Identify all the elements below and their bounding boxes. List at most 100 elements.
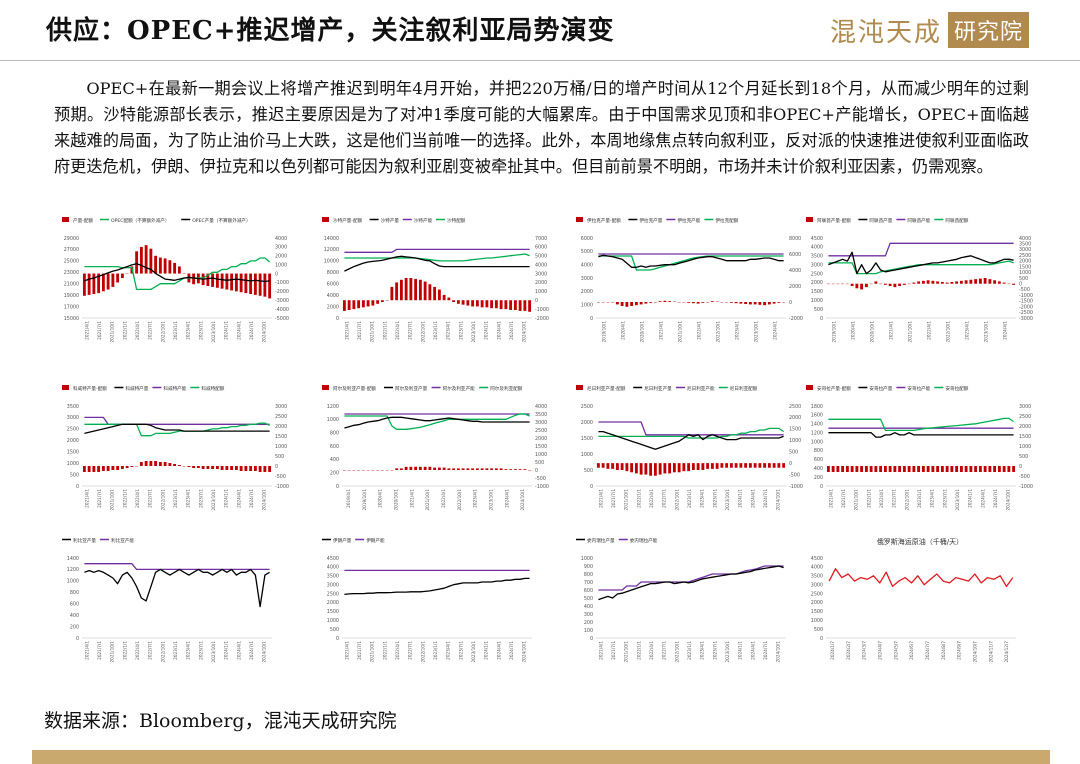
y2-tick-label: 2000 — [275, 254, 287, 260]
x-tick-label: 2023/4/1 — [473, 489, 478, 508]
y-tick-label: 1400 — [811, 422, 823, 428]
bar — [220, 273, 224, 289]
bar — [494, 468, 498, 470]
y2-tick-label: 2000 — [275, 424, 287, 430]
bar — [518, 469, 522, 470]
bar — [767, 302, 771, 305]
bar — [244, 466, 248, 471]
x-tick-label: 2024/11/7 — [988, 641, 993, 663]
legend-label: 科威特配额 — [201, 385, 224, 392]
bar — [509, 469, 513, 470]
x-tick-label: 2022/1/1 — [122, 489, 127, 508]
bar — [461, 300, 465, 305]
bar — [475, 300, 479, 307]
y-tick-label: 21000 — [64, 282, 79, 288]
y2-tick-label: -1000 — [275, 280, 289, 286]
bar — [371, 300, 375, 306]
chart-9: 利比亚产量 利比亚产能 1400 1200 1000 800 600 400 200 0 2021/… — [56, 532, 296, 682]
y-tick-label: 0 — [336, 636, 339, 642]
x-tick-label: 2023/4/1 — [186, 321, 191, 340]
bar — [154, 461, 158, 466]
bar — [964, 280, 968, 284]
bar — [758, 302, 762, 305]
y-tick-label: 200 — [330, 470, 339, 476]
bar — [634, 463, 638, 474]
chart-svg: 阿联酋产量-配额 阿联酋产量 阿联酋产能 阿联酋配额45004000350030002… — [806, 217, 1033, 343]
bar — [490, 468, 494, 470]
bar — [215, 466, 219, 469]
x-tick-label: 2023/7/1 — [198, 321, 203, 340]
bar — [513, 300, 517, 310]
bar — [480, 300, 484, 308]
bar — [404, 466, 408, 470]
legend-swatch — [576, 217, 583, 222]
bar — [144, 245, 148, 274]
bar — [883, 466, 887, 472]
x-tick-label: 2019/10/1 — [362, 489, 367, 511]
y-tick-label: 500 — [814, 627, 823, 633]
bar — [268, 466, 272, 472]
bar — [993, 280, 997, 284]
bar — [471, 300, 475, 307]
y-tick-label: 6000 — [581, 236, 593, 242]
bar — [120, 466, 124, 469]
x-tick-label: 2023/10/1 — [984, 321, 989, 343]
y2-tick-label: -500 — [535, 476, 546, 482]
bar — [523, 469, 527, 470]
series-line — [598, 255, 784, 271]
bar — [691, 302, 695, 304]
y-tick-label: 1500 — [811, 289, 823, 295]
y-tick-label: 0 — [336, 484, 339, 490]
x-tick-label: 2024/7/1 — [993, 489, 998, 508]
x-tick-label: 2024/10/1 — [522, 641, 527, 663]
x-tick-label: 2019/4/1 — [346, 489, 351, 508]
y2-tick-label: -500 — [1019, 474, 1030, 480]
y2-tick-label: 4000 — [1019, 236, 1031, 242]
x-tick-label: 2024/9/7 — [957, 641, 962, 660]
x-tick-label: 2022/1/1 — [636, 489, 641, 508]
bar — [466, 468, 470, 470]
legend-label: 阿尔及利亚产量-配额 — [333, 385, 376, 392]
x-tick-label: 2024/1/1 — [224, 321, 229, 340]
y-tick-label: 25000 — [64, 259, 79, 265]
y2-tick-label: -1000 — [535, 484, 549, 490]
y2-tick-label: 0 — [275, 271, 278, 277]
y-tick-label: 1200 — [67, 567, 79, 573]
y-tick-label: 600 — [584, 588, 593, 594]
bar — [864, 283, 868, 288]
chart-11: 委内瑞拉产量 委内瑞拉产能 1000 900 800 700 600 500 400 300 200… — [570, 532, 810, 682]
series-line — [344, 413, 530, 430]
bar — [739, 302, 743, 304]
bar — [997, 466, 1001, 472]
bar — [826, 466, 830, 472]
x-tick-label: 2024/4/7 — [877, 641, 882, 660]
x-tick-label: 2024/3/7 — [862, 641, 867, 660]
bar — [696, 302, 700, 304]
x-tick-label: 2022/7/1 — [662, 489, 667, 508]
x-tick-label: 2024/10/1 — [776, 489, 781, 511]
x-tick-label: 2024/1/1 — [738, 489, 743, 508]
y2-tick-label: 1000 — [1019, 270, 1031, 276]
logo-text: 混沌天成 — [830, 17, 943, 48]
chart-svg: 产量-配额 OPEC配额（不算额外减产） OPEC产量（不算额外减产） 29000 27… — [62, 217, 289, 342]
series-line — [828, 242, 1014, 257]
series-line — [84, 416, 270, 425]
bar — [658, 301, 662, 302]
bar — [504, 469, 508, 470]
x-tick-label: 2024/8/7 — [941, 641, 946, 660]
y-tick-label: 2500 — [67, 427, 79, 433]
bar — [879, 466, 883, 472]
x-tick-label: 2024/10/1 — [262, 641, 267, 663]
y-tick-label: 1800 — [811, 404, 823, 410]
y-tick-label: 10000 — [324, 259, 339, 265]
bar — [860, 283, 864, 290]
y2-tick-label: 2000 — [1019, 424, 1031, 430]
bar — [696, 463, 700, 470]
chart-title: 俄罗斯海运原油（千桶/天） — [877, 537, 963, 546]
y-tick-label: 200 — [584, 620, 593, 626]
chart-svg: 伊朗产量 伊朗产能 4500 4000 3500 3000 2500 2000 1500 1000… — [322, 537, 532, 663]
series-line — [828, 417, 1014, 432]
y-tick-label: 5000 — [581, 249, 593, 255]
x-tick-label: 2024/4/1 — [750, 641, 755, 660]
x-tick-label: 2021/4/1 — [84, 641, 89, 660]
